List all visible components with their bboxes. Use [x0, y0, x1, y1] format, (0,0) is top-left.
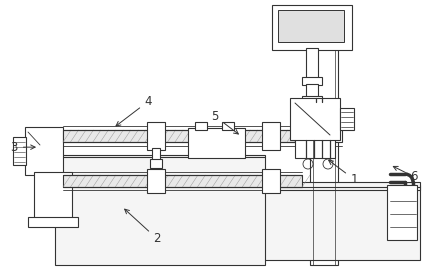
Bar — [262, 169, 280, 193]
Bar — [278, 10, 344, 42]
Bar — [188, 128, 245, 158]
Text: 2: 2 — [124, 209, 161, 245]
Bar — [300, 122, 310, 130]
Bar — [320, 122, 330, 130]
Bar — [55, 155, 265, 265]
Text: 4: 4 — [116, 95, 152, 126]
Bar — [147, 169, 165, 193]
Bar — [290, 98, 340, 140]
Bar — [262, 122, 280, 150]
Bar — [13, 137, 26, 165]
Bar — [340, 108, 354, 130]
Text: 3: 3 — [11, 141, 35, 154]
Bar — [28, 217, 78, 227]
Bar — [25, 127, 63, 175]
Bar — [302, 130, 342, 142]
Bar — [63, 175, 302, 187]
Bar — [222, 122, 234, 130]
Text: 6: 6 — [393, 166, 418, 183]
Bar — [258, 185, 420, 260]
Bar — [272, 5, 352, 50]
Bar — [387, 185, 417, 240]
Bar — [310, 10, 338, 265]
Text: 1: 1 — [329, 160, 358, 186]
Bar — [302, 77, 322, 85]
Bar — [150, 159, 162, 168]
Bar — [63, 130, 302, 142]
Bar — [258, 182, 420, 190]
Bar — [152, 148, 160, 160]
Bar — [306, 48, 318, 80]
Bar — [147, 122, 165, 150]
Bar — [34, 172, 72, 220]
Text: 5: 5 — [211, 110, 238, 134]
Bar — [306, 84, 318, 98]
Bar — [295, 128, 335, 158]
Bar — [195, 122, 207, 130]
Bar — [302, 96, 322, 102]
